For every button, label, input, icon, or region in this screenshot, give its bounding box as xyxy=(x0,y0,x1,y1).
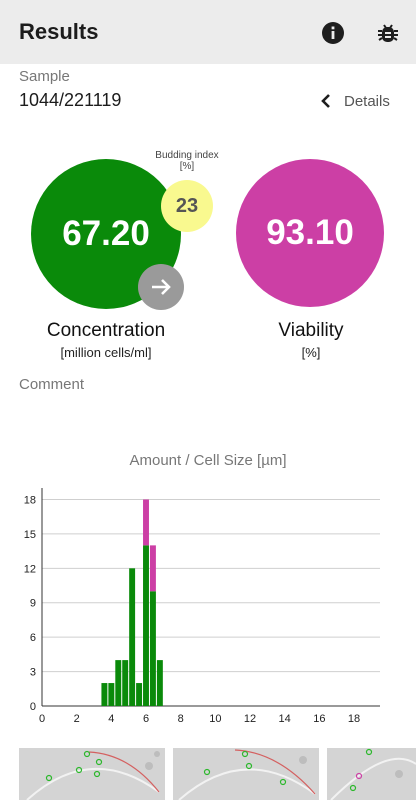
x-tick-label: 8 xyxy=(178,713,184,725)
next-arrow-button[interactable] xyxy=(138,264,184,310)
chevron-left-icon xyxy=(321,94,330,108)
microscope-image xyxy=(173,748,319,800)
info-icon xyxy=(322,22,344,44)
x-tick-label: 14 xyxy=(279,713,291,725)
x-tick-label: 10 xyxy=(209,713,221,725)
histogram-bar xyxy=(149,545,156,592)
microscope-image xyxy=(327,748,416,800)
histogram-bar xyxy=(143,499,149,546)
y-tick-label: 18 xyxy=(24,494,36,506)
details-label: Details xyxy=(344,92,390,110)
page-title: Results xyxy=(19,19,99,44)
viability-label: Viability xyxy=(278,320,344,341)
concentration-unit: [million cells/ml] xyxy=(60,345,152,360)
cell-size-histogram: 0 3 6 9 12 15 18 0 2 4 6 8 10 12 14 16 18 xyxy=(24,488,380,725)
histogram-bar xyxy=(143,545,149,706)
budding-index-label: Budding index [%] xyxy=(140,150,234,172)
details-button[interactable]: Details xyxy=(320,90,390,112)
histogram-bar xyxy=(122,660,129,706)
concentration-value: 67.20 xyxy=(62,214,150,253)
y-tick-label: 15 xyxy=(24,529,36,541)
viability-value: 93.10 xyxy=(266,213,354,252)
x-tick-label: 6 xyxy=(143,713,149,725)
budding-index-value: 23 xyxy=(175,194,199,217)
histogram-bar xyxy=(115,660,122,706)
y-tick-label: 6 xyxy=(30,632,36,644)
histogram-bar xyxy=(136,683,143,706)
image-thumbnail-2[interactable] xyxy=(173,748,319,800)
budding-index-circle: 23 xyxy=(161,180,213,232)
chart-title: Amount / Cell Size [µm] xyxy=(129,452,287,469)
viability-unit: [%] xyxy=(301,345,321,360)
histogram-bar xyxy=(129,568,136,706)
y-tick-label: 3 xyxy=(30,667,36,679)
histogram-bar xyxy=(156,660,163,706)
x-tick-label: 16 xyxy=(313,713,325,725)
histogram-bar xyxy=(149,591,156,706)
app-bar: Results xyxy=(0,0,416,64)
image-thumbnail-3[interactable] xyxy=(327,748,416,800)
bug-report-button[interactable] xyxy=(375,20,401,46)
viability-circle: 93.10 xyxy=(236,159,384,307)
image-thumbnail-1[interactable] xyxy=(19,748,165,800)
x-tick-label: 12 xyxy=(244,713,256,725)
budding-index-unit: [%] xyxy=(179,161,195,172)
y-tick-label: 12 xyxy=(24,563,36,575)
sample-value: 1044/221119 xyxy=(19,90,122,110)
thumbnail-strip xyxy=(0,748,416,800)
histogram-bar xyxy=(108,683,115,706)
sample-label: Sample xyxy=(19,68,70,85)
x-tick-label: 0 xyxy=(39,713,45,725)
concentration-label: Concentration xyxy=(46,320,166,341)
info-button[interactable] xyxy=(320,20,346,46)
x-tick-label: 2 xyxy=(74,713,80,725)
comment-label: Comment xyxy=(19,376,85,393)
y-tick-label: 9 xyxy=(30,598,36,610)
x-tick-label: 18 xyxy=(348,713,360,725)
bug-icon xyxy=(378,24,398,42)
y-tick-label: 0 xyxy=(30,701,36,713)
budding-index-title: Budding index xyxy=(155,150,219,161)
microscope-image xyxy=(19,748,165,800)
x-tick-label: 4 xyxy=(108,713,114,725)
histogram-bar xyxy=(101,683,108,706)
arrow-right-icon xyxy=(152,279,171,295)
